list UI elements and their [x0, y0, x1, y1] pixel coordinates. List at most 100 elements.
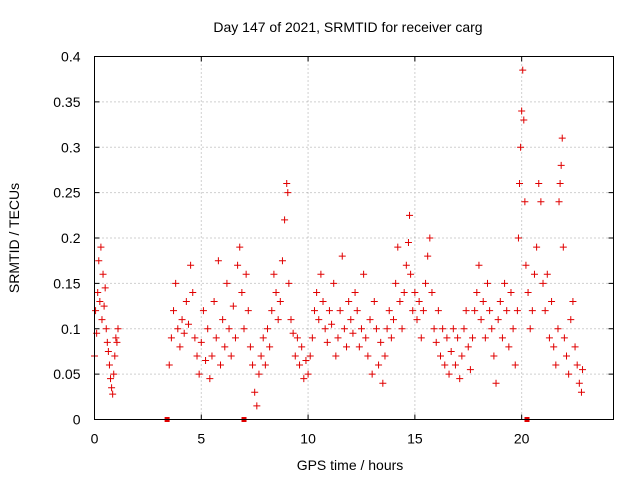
data-point	[343, 343, 351, 351]
data-point	[415, 298, 423, 306]
data-point	[99, 270, 107, 278]
data-point	[238, 288, 246, 296]
data-point	[234, 261, 242, 269]
data-point	[422, 279, 430, 287]
data-point	[97, 243, 105, 251]
data-point	[402, 261, 410, 269]
data-point	[400, 288, 408, 296]
data-point	[362, 334, 370, 342]
data-point	[321, 325, 329, 333]
data-point	[302, 357, 310, 365]
data-point	[409, 307, 417, 315]
data-point	[579, 366, 587, 374]
data-point	[520, 116, 528, 124]
x-axis-label: GPS time / hours	[297, 457, 404, 473]
data-point	[328, 320, 336, 328]
data-point	[413, 316, 421, 324]
data-point	[268, 307, 276, 315]
x-tick-label: 10	[300, 431, 316, 447]
data-point	[518, 107, 526, 115]
data-point	[535, 180, 543, 188]
data-point	[565, 370, 573, 378]
data-point	[462, 307, 470, 315]
chart-title: Day 147 of 2021, SRMTID for receiver car…	[213, 19, 482, 35]
data-point	[266, 343, 274, 351]
data-point	[573, 361, 581, 369]
data-point	[261, 361, 269, 369]
data-point	[471, 307, 479, 315]
data-point	[537, 198, 545, 206]
data-point	[479, 298, 487, 306]
data-point	[406, 211, 414, 219]
data-point	[114, 325, 122, 333]
data-point	[381, 352, 389, 360]
data-point	[417, 334, 425, 342]
data-point	[428, 288, 436, 296]
y-tick-label: 0.1	[61, 321, 81, 337]
data-point	[102, 325, 110, 333]
data-point	[490, 352, 498, 360]
data-point	[246, 343, 254, 351]
data-point	[370, 298, 378, 306]
y-tick-label: 0	[73, 412, 81, 428]
data-point	[105, 361, 113, 369]
data-point	[111, 352, 119, 360]
data-point	[432, 338, 440, 346]
data-point	[550, 343, 558, 351]
data-point	[94, 288, 102, 296]
data-point	[398, 325, 406, 333]
data-point	[283, 180, 291, 188]
data-point	[182, 298, 190, 306]
data-point	[558, 134, 566, 142]
data-point	[167, 334, 175, 342]
data-point	[227, 352, 235, 360]
data-point	[199, 307, 207, 315]
data-point	[95, 257, 103, 265]
x-axis-ticks: 0 5 10 15 20	[91, 56, 530, 447]
data-point	[251, 388, 259, 396]
data-point	[521, 198, 529, 206]
data-point	[287, 316, 295, 324]
data-point	[419, 307, 427, 315]
data-point	[291, 352, 299, 360]
data-point	[524, 288, 532, 296]
data-point	[110, 370, 118, 378]
data-point	[330, 279, 338, 287]
data-point	[255, 370, 263, 378]
data-point	[509, 325, 517, 333]
data-point	[96, 298, 104, 306]
data-point	[360, 270, 368, 278]
data-point	[184, 320, 192, 328]
data-point	[317, 270, 325, 278]
data-point	[113, 338, 121, 346]
data-point	[221, 343, 229, 351]
data-point	[103, 338, 111, 346]
data-point	[387, 334, 395, 342]
data-point	[285, 279, 293, 287]
data-point	[554, 325, 562, 333]
data-point	[355, 343, 363, 351]
data-point	[569, 298, 577, 306]
data-point	[377, 338, 385, 346]
data-point	[516, 180, 524, 188]
data-point	[259, 334, 267, 342]
y-tick-label: 0.15	[53, 275, 80, 291]
data-point	[306, 352, 314, 360]
data-point	[334, 334, 342, 342]
data-point	[189, 288, 197, 296]
data-point	[486, 307, 494, 315]
data-point	[445, 370, 453, 378]
data-point	[424, 252, 432, 260]
data-point	[441, 361, 449, 369]
data-point	[178, 316, 186, 324]
data-point	[390, 316, 398, 324]
data-point	[170, 307, 178, 315]
data-point	[571, 343, 579, 351]
data-point	[340, 325, 348, 333]
data-point	[379, 379, 387, 387]
data-point	[383, 325, 391, 333]
data-point	[522, 261, 530, 269]
data-point	[270, 270, 278, 278]
data-point	[108, 384, 116, 392]
data-point	[349, 329, 357, 337]
